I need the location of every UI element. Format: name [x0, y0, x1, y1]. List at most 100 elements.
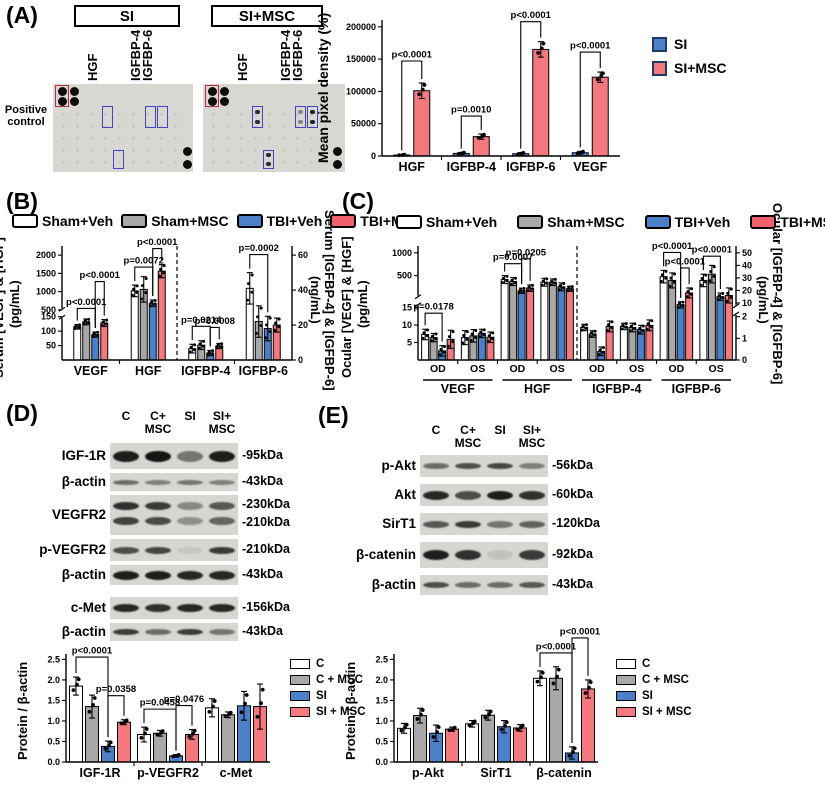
data-point: [144, 291, 148, 295]
axis-break-mark: [414, 294, 422, 300]
data-point: [505, 279, 509, 283]
legend-item: TBI+Veh: [236, 213, 322, 229]
data-point: [581, 325, 585, 329]
target-marker-box: [307, 106, 318, 128]
p-value-label: p<0.0001: [536, 641, 577, 652]
positive-control-line2: control: [7, 116, 45, 128]
data-point: [259, 323, 263, 327]
bar: [481, 714, 495, 763]
data-point: [193, 343, 197, 347]
positive-control-caption: Positive control: [0, 104, 52, 128]
data-point: [585, 323, 589, 327]
data-point: [119, 721, 124, 726]
y-tick-label: 60: [298, 250, 308, 260]
blot-lane-header-line: C: [431, 423, 441, 437]
data-point: [404, 722, 409, 727]
blot-band: [209, 450, 235, 462]
y-tick-label: 1000: [36, 287, 56, 297]
data-point: [139, 297, 143, 301]
faint-array-spot: [211, 136, 215, 140]
faint-array-spot: [309, 136, 313, 140]
data-point: [553, 277, 557, 281]
data-point: [422, 83, 427, 87]
array-title-si: SI: [74, 5, 180, 27]
blot-band: [113, 604, 139, 612]
data-point: [729, 287, 733, 291]
legend-label: Sham+Veh: [426, 214, 498, 230]
y-tick-label: 50000: [351, 119, 376, 129]
faint-array-spot: [173, 160, 177, 164]
detected-spot: [310, 119, 315, 125]
chart-c-right-axis-title: Ocular [IGFBP-4] & [IGFBP-6]: [770, 203, 785, 385]
data-point: [522, 287, 526, 291]
bar: [565, 288, 574, 361]
p-value-label: p<0.0001: [137, 237, 178, 248]
blot-row-label: VEGFR2: [51, 507, 106, 522]
data-point: [447, 335, 451, 339]
faint-array-spot: [131, 124, 135, 128]
blot-band: [519, 582, 545, 588]
data-point: [520, 723, 525, 728]
target-marker-box: [157, 106, 168, 128]
data-point: [162, 271, 166, 275]
data-point: [274, 321, 278, 325]
data-point: [513, 281, 517, 285]
data-point: [699, 283, 703, 287]
bar: [130, 290, 139, 361]
legend-item: TBI+MSC: [750, 214, 825, 230]
array-col-label-igfbp6: IGFBP-6: [140, 29, 155, 81]
faint-array-spot: [281, 136, 285, 140]
data-point: [130, 293, 134, 297]
blot-band: [487, 582, 513, 588]
y-tick-label: 0: [742, 355, 747, 365]
blot-band: [145, 479, 171, 485]
axis-break-mark: [732, 311, 740, 317]
legend-swatch: [750, 215, 777, 229]
bar: [540, 281, 549, 361]
data-point: [210, 352, 214, 356]
bar: [117, 721, 131, 763]
data-point: [87, 317, 91, 321]
molecular-weight-label: -210kDa: [242, 542, 290, 556]
data-point: [700, 277, 704, 281]
y-tick-label: 200000: [346, 22, 376, 32]
data-point: [465, 330, 469, 334]
positive-control-spot: [57, 97, 67, 106]
data-point: [456, 151, 461, 156]
data-point: [522, 289, 526, 293]
p-value-bracket: [521, 258, 531, 285]
faint-array-spot: [267, 124, 271, 128]
blot-band: [487, 550, 513, 560]
y-tick-label: 0.5: [375, 736, 388, 746]
data-point: [77, 325, 81, 329]
data-point: [439, 347, 443, 351]
chart-a-y-axis-title: Mean pixel density (%): [315, 12, 331, 163]
data-point: [255, 714, 260, 719]
faint-array-spot: [159, 148, 163, 152]
data-point: [447, 728, 452, 732]
data-point: [478, 335, 482, 339]
y-tick-label: 2.0: [375, 675, 388, 685]
data-point: [157, 274, 161, 278]
blot-band: [423, 550, 449, 560]
detected-spot: [255, 109, 260, 115]
positive-control-outline: [55, 85, 69, 107]
p-value-bracket: [152, 248, 163, 296]
data-point: [712, 265, 716, 269]
array-col-label-hgf: HGF: [235, 53, 250, 81]
data-point: [135, 290, 139, 294]
data-point: [96, 330, 100, 334]
faint-array-spot: [295, 124, 299, 128]
axis-break-mark: [58, 314, 66, 320]
data-point: [260, 687, 265, 692]
data-point: [467, 723, 472, 728]
faint-array-spot: [145, 124, 149, 128]
blot-band: [177, 546, 203, 554]
category-label: HGF: [135, 364, 162, 378]
faint-array-spot: [131, 136, 135, 140]
p-value-bracket: [249, 254, 269, 313]
data-point: [216, 343, 220, 347]
blot-band: [177, 479, 203, 485]
data-point: [486, 339, 490, 343]
